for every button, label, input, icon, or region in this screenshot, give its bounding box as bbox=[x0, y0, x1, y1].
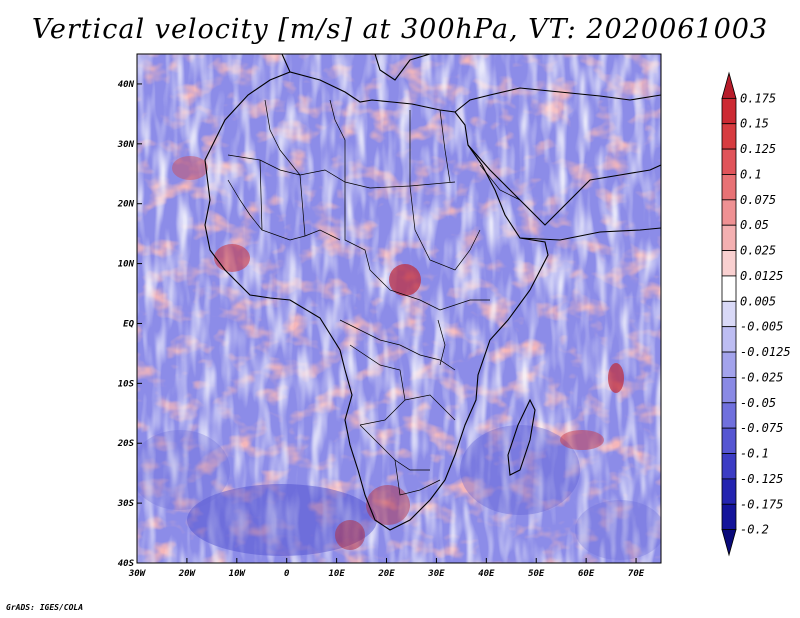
lat-label: EQ bbox=[123, 319, 134, 329]
lon-label: 30E bbox=[427, 569, 445, 579]
lon-label: 60E bbox=[578, 569, 595, 579]
colorbar-swatch bbox=[721, 478, 737, 505]
lat-label: 30S bbox=[117, 499, 135, 509]
colorbar-label: -0.025 bbox=[740, 370, 783, 384]
vertical-velocity-field bbox=[137, 54, 661, 563]
lat-label: 20N bbox=[117, 200, 135, 210]
colorbar-swatch bbox=[721, 503, 737, 531]
colorbar-label: 0.025 bbox=[740, 244, 776, 258]
colorbar-label: -0.005 bbox=[740, 320, 783, 334]
lon-label: 20W bbox=[178, 569, 197, 579]
colorbar-swatch bbox=[721, 123, 737, 150]
colorbar-swatch bbox=[721, 275, 737, 302]
lon-label: 10E bbox=[328, 569, 345, 579]
colorbar-swatch bbox=[721, 224, 737, 251]
colorbar-label: 0.05 bbox=[740, 218, 769, 232]
colorbar-label: -0.075 bbox=[740, 421, 783, 435]
colorbar-swatch bbox=[721, 199, 737, 226]
colorbar-label: 0.0125 bbox=[740, 269, 783, 283]
lon-label: 10W bbox=[229, 569, 247, 579]
colorbar-label: -0.175 bbox=[740, 497, 783, 511]
colorbar-swatch bbox=[721, 351, 737, 378]
colorbar-label: -0.05 bbox=[740, 396, 776, 410]
colorbar: 0.175 0.15 0.125 0.1 0.075 0.05 0.025 0.0125 0.0… bbox=[721, 71, 791, 557]
colorbar-swatch bbox=[721, 453, 737, 480]
colorbar-swatch bbox=[721, 529, 737, 557]
lat-label: 10N bbox=[118, 260, 135, 270]
colorbar-swatch bbox=[721, 71, 737, 99]
colorbar-swatch bbox=[721, 402, 737, 429]
colorbar-swatch bbox=[721, 427, 737, 454]
lon-label: 40E bbox=[478, 569, 495, 579]
colorbar-label: -0.1 bbox=[740, 447, 769, 461]
lon-label: 70E bbox=[628, 569, 645, 579]
lat-label: 10S bbox=[118, 379, 135, 389]
colorbar-swatch bbox=[721, 148, 737, 175]
colorbar-label: 0.125 bbox=[740, 142, 776, 156]
map-frame bbox=[136, 53, 662, 564]
lat-label: 40N bbox=[118, 80, 135, 90]
lat-label: 40S bbox=[118, 559, 135, 569]
lon-label: 20E bbox=[377, 569, 395, 579]
lon-label: 30W bbox=[128, 569, 147, 579]
map-title: Vertical velocity [m/s] at 300hPa, VT: 2… bbox=[31, 14, 769, 45]
colorbar-label: 0.075 bbox=[740, 193, 776, 207]
colorbar-label: 0.15 bbox=[740, 117, 769, 131]
lon-label: 50E bbox=[528, 569, 545, 579]
colorbar-swatch bbox=[721, 250, 737, 277]
latitude-axis: 40N 30N 20N 10N EQ 10S 20S 30S 40S bbox=[117, 80, 142, 569]
coastlines bbox=[204, 54, 661, 531]
colorbar-label: -0.125 bbox=[740, 472, 783, 486]
country-borders bbox=[227, 99, 521, 496]
colorbar-label: 0.175 bbox=[740, 91, 776, 105]
colorbar-label: 0.005 bbox=[740, 294, 776, 308]
lat-label: 20S bbox=[117, 439, 135, 449]
colorbar-swatch bbox=[721, 326, 737, 353]
colorbar-label: 0.1 bbox=[740, 167, 762, 181]
grads-credit: GrADS: IGES/COLA bbox=[6, 603, 84, 612]
lat-label: 30N bbox=[117, 140, 135, 150]
colorbar-swatch bbox=[721, 300, 737, 328]
colorbar-swatch bbox=[721, 97, 737, 125]
longitude-axis: 30W 20W 10W 0 10E 20E 30E 40E 50E 60E 70E bbox=[128, 558, 645, 579]
lon-label: 0 bbox=[284, 569, 290, 579]
colorbar-label: -0.0125 bbox=[740, 345, 791, 359]
colorbar-swatch bbox=[721, 377, 737, 404]
colorbar-swatch bbox=[721, 174, 737, 201]
colorbar-label: -0.2 bbox=[740, 523, 769, 537]
